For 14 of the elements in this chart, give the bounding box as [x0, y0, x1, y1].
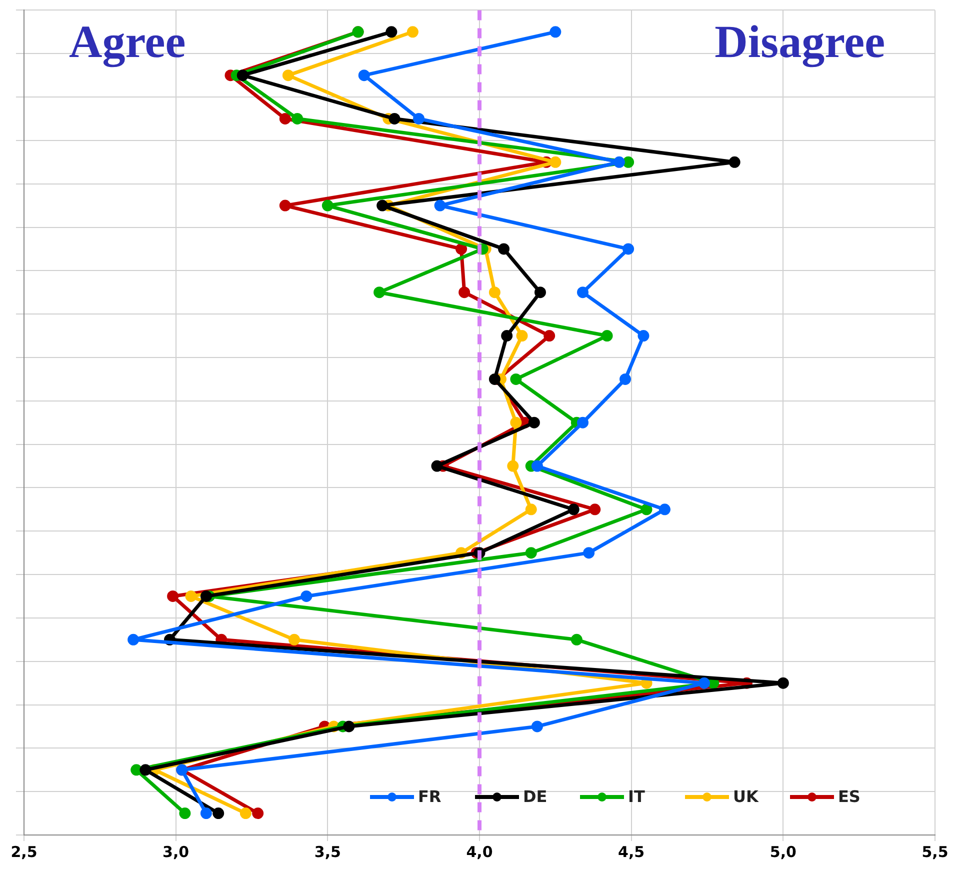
annotation: Agree [69, 16, 186, 68]
legend-label: FR [418, 787, 442, 806]
legend-label: UK [733, 787, 759, 806]
x-tick-label: 4,5 [618, 842, 645, 861]
x-tick-label: 5,5 [922, 842, 948, 861]
legend-label: IT [628, 787, 645, 806]
x-tick-label: 4,0 [466, 842, 493, 861]
x-tick-label: 2,5 [10, 842, 38, 861]
x-tick-label: 5,0 [770, 842, 796, 861]
x-tick-label: 3,0 [162, 842, 190, 861]
annotation: Disagree [714, 16, 885, 68]
legend-label: DE [523, 787, 548, 806]
x-tick-label: 3,5 [314, 842, 341, 861]
legend-label: ES [838, 787, 860, 806]
